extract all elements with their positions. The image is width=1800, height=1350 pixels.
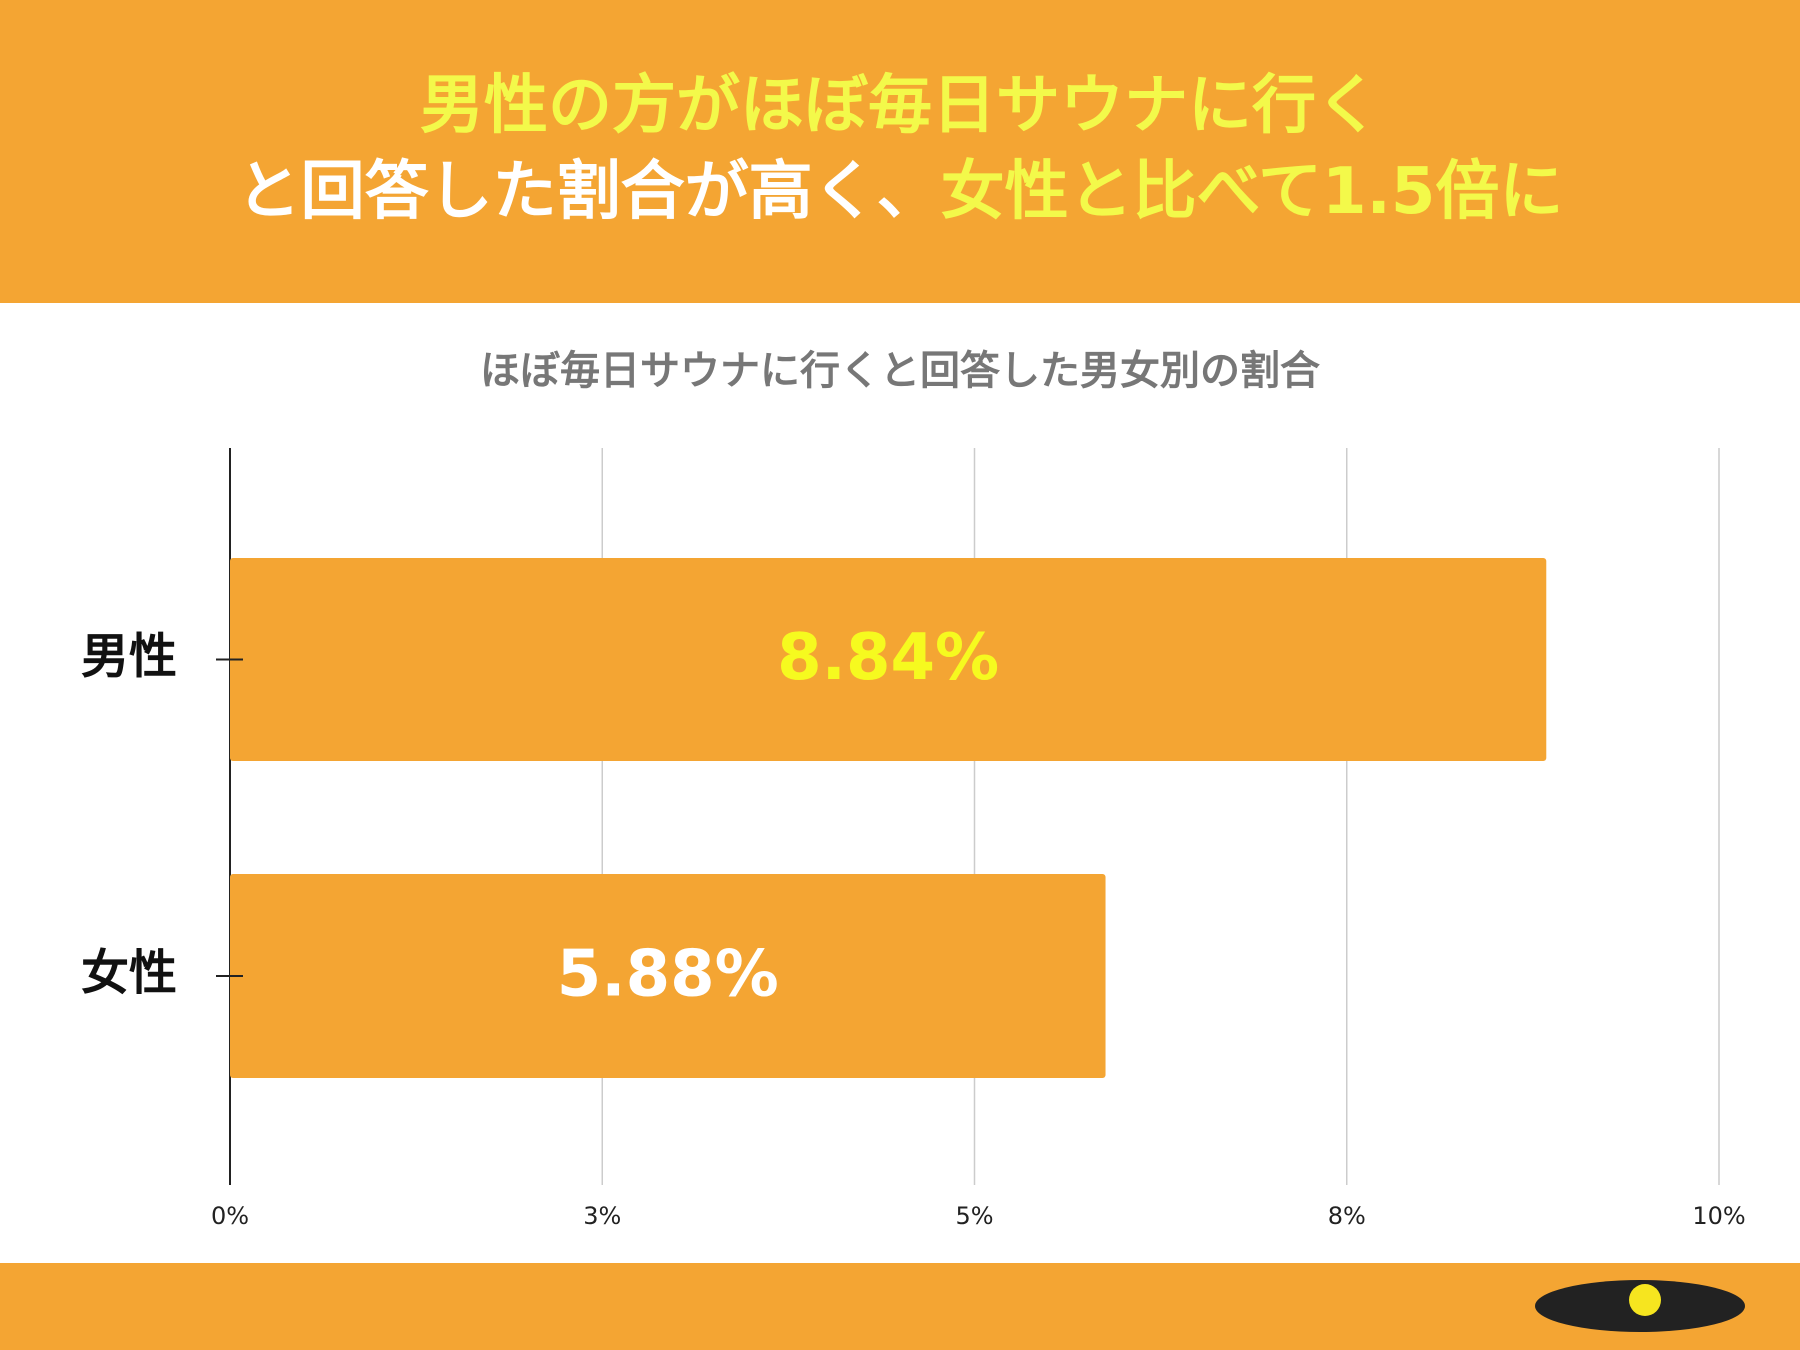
y-tick-label: 男性 (81, 629, 177, 685)
x-tick-label: 10% (1692, 1202, 1745, 1230)
logo-shape (1629, 1284, 1661, 1316)
value-label: 8.84% (777, 621, 999, 695)
header-band (0, 0, 1800, 303)
headline-segment: 女性と比べて1.5倍に (941, 155, 1564, 229)
x-tick-label: 3% (583, 1202, 621, 1230)
headline-segment: と回答した割合が高く、 (237, 155, 941, 229)
y-tick-label: 女性 (81, 945, 177, 1001)
headline: と回答した割合が高く、女性と比べて1.5倍に (237, 155, 1564, 229)
bar (230, 874, 1106, 1078)
logo (1535, 1280, 1745, 1332)
x-tick-label: 8% (1328, 1202, 1366, 1230)
footer-band (0, 1263, 1800, 1350)
x-tick-label: 0% (211, 1202, 249, 1230)
bar (230, 558, 1547, 761)
headline: 男性の方がほぼ毎日サウナに行く (420, 69, 1380, 143)
value-label: 5.88% (557, 938, 779, 1012)
headline-segment: 男性の方がほぼ毎日サウナに行く (420, 69, 1380, 143)
chart-title: ほぼ毎日サウナに行くと回答した男女別の割合 (480, 348, 1320, 394)
x-tick-label: 5% (955, 1202, 993, 1230)
